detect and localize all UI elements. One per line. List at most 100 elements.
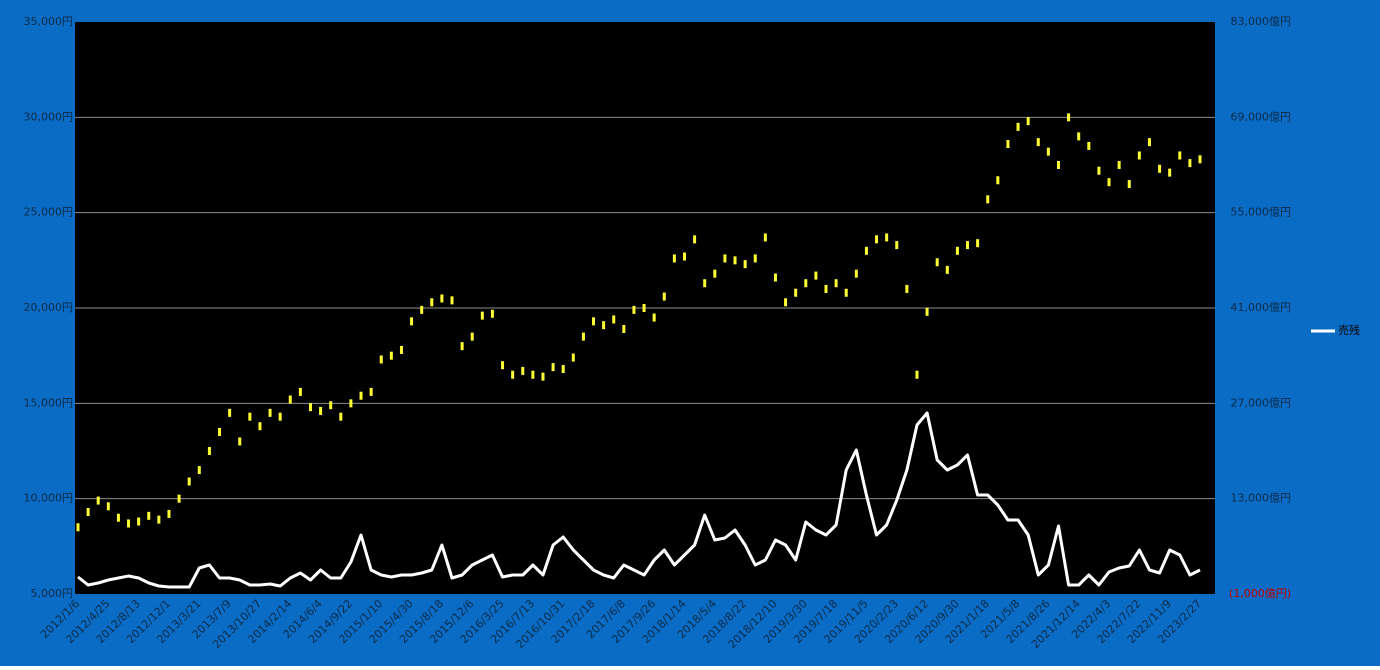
price-candle <box>1087 141 1091 150</box>
price-candle <box>541 372 545 381</box>
price-candle <box>1178 151 1182 160</box>
price-candle <box>288 395 292 404</box>
price-candle <box>106 502 110 511</box>
price-candle <box>531 370 535 379</box>
price-candle <box>592 317 596 326</box>
price-candle <box>1026 117 1030 126</box>
price-candle <box>925 307 929 316</box>
price-candle <box>218 427 222 436</box>
balance-line <box>77 411 1201 589</box>
price-candle <box>753 254 757 263</box>
price-candle <box>824 284 828 293</box>
price-candle <box>814 271 818 280</box>
price-candle <box>763 233 767 242</box>
price-candle <box>480 311 484 320</box>
price-candle <box>1077 132 1081 141</box>
price-candle <box>349 399 353 408</box>
price-candle <box>1137 151 1141 160</box>
price-candle <box>1036 138 1040 147</box>
price-candle <box>672 254 676 263</box>
price-candle <box>652 313 656 322</box>
price-candle <box>1117 161 1121 169</box>
price-candle <box>966 241 970 250</box>
y-tick-label: 30,000円 <box>24 110 74 123</box>
price-candle <box>864 246 868 255</box>
price-candle <box>875 235 879 244</box>
price-candle <box>693 235 697 244</box>
price-candle <box>228 408 232 417</box>
price-candle <box>501 361 505 370</box>
price-candle <box>187 477 191 486</box>
price-candle <box>1016 122 1020 131</box>
y2-tick-label: 83,000億円 <box>1231 15 1292 28</box>
y2-tick-label: (1,000億円) <box>1229 587 1291 600</box>
y-tick-label: 20,000円 <box>24 301 74 314</box>
price-candle <box>935 258 939 267</box>
y2-tick-label: 41,000億円 <box>1231 301 1292 314</box>
price-candle <box>157 515 161 524</box>
price-candle <box>329 401 333 410</box>
price-candle <box>581 332 585 341</box>
price-candle <box>1107 178 1111 187</box>
price-candle <box>986 195 990 204</box>
y2-tick-label: 55,000億円 <box>1231 206 1292 219</box>
price-candle <box>1097 166 1101 175</box>
price-candle <box>773 273 777 282</box>
price-candle <box>430 298 434 307</box>
price-candle <box>197 466 201 475</box>
price-candle <box>238 437 242 446</box>
price-candle <box>834 279 838 288</box>
price-candle <box>602 321 606 330</box>
price-candle <box>76 523 80 532</box>
price-candle <box>258 422 262 431</box>
price-candle <box>389 351 393 360</box>
price-candle <box>622 324 626 333</box>
price-candle <box>268 408 272 417</box>
price-candle <box>207 447 211 455</box>
price-candle <box>844 288 848 297</box>
price-candle <box>116 513 120 522</box>
price-candle <box>551 363 555 372</box>
price-candle <box>298 387 302 396</box>
price-candle <box>682 252 686 261</box>
price-candle <box>743 260 747 269</box>
price-candle <box>1158 164 1162 173</box>
price-candle <box>369 387 373 396</box>
price-candle <box>905 284 909 293</box>
price-candle <box>703 279 707 288</box>
price-candle <box>137 517 141 526</box>
price-candle <box>1006 140 1010 149</box>
price-candle <box>1188 159 1192 168</box>
price-candle <box>278 412 282 421</box>
y-tick-label: 5,000円 <box>31 587 74 600</box>
price-candle <box>662 292 666 301</box>
price-candle <box>1067 113 1071 122</box>
y2-tick-label: 27,000億円 <box>1231 396 1292 409</box>
price-candle <box>339 412 343 421</box>
price-candle <box>1147 138 1151 147</box>
price-candle <box>96 496 100 505</box>
price-candle <box>460 342 464 351</box>
price-candle <box>713 269 717 278</box>
price-candle <box>86 508 90 517</box>
price-candle <box>915 370 919 379</box>
price-candle <box>996 176 1000 185</box>
y-tick-label: 15,000円 <box>24 396 74 409</box>
price-candle <box>248 412 252 421</box>
price-candle <box>1198 155 1202 164</box>
price-candle <box>521 366 525 375</box>
price-candle <box>885 233 889 242</box>
price-candle <box>420 305 424 314</box>
price-candle <box>440 294 444 303</box>
price-candle <box>976 239 980 248</box>
price-candle <box>854 269 858 278</box>
price-candle <box>895 241 899 250</box>
price-candle <box>571 353 575 362</box>
price-candle <box>804 279 808 288</box>
price-candle <box>784 298 788 307</box>
price-candle <box>1168 168 1172 177</box>
price-candle <box>308 403 312 412</box>
price-candle <box>490 309 494 318</box>
price-candle <box>733 256 737 265</box>
legend-label: 売残 <box>1338 323 1360 337</box>
